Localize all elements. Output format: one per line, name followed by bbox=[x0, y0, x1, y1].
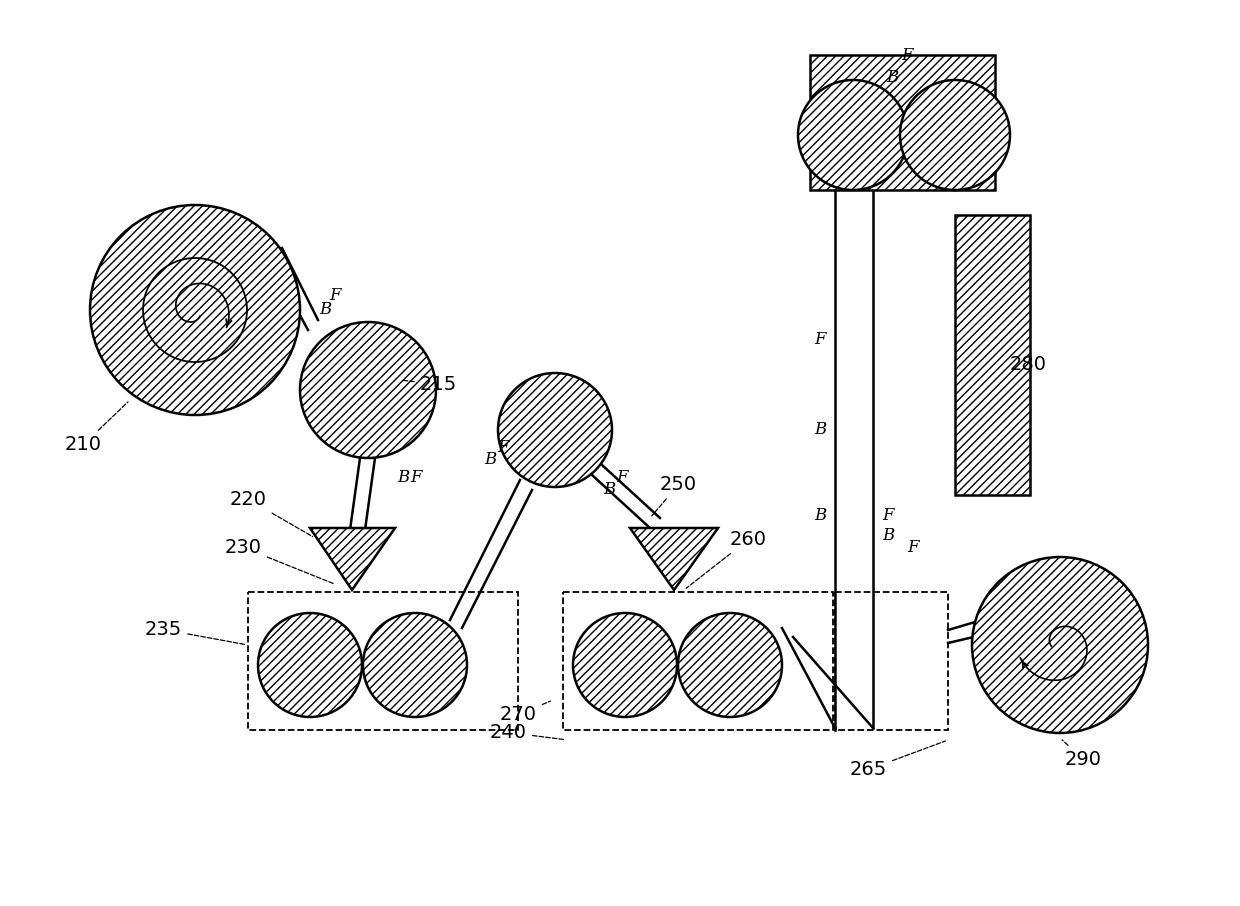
Text: 265: 265 bbox=[849, 741, 945, 779]
Circle shape bbox=[678, 613, 782, 717]
Text: B: B bbox=[603, 481, 615, 498]
Text: F: F bbox=[908, 539, 919, 556]
Polygon shape bbox=[310, 528, 396, 590]
Text: 230: 230 bbox=[224, 538, 335, 584]
Text: B: B bbox=[484, 451, 496, 468]
Text: 250: 250 bbox=[652, 475, 697, 516]
Circle shape bbox=[91, 205, 300, 415]
Text: B: B bbox=[885, 70, 898, 86]
Text: 270: 270 bbox=[500, 701, 551, 724]
Text: B: B bbox=[813, 506, 826, 524]
Text: F: F bbox=[497, 439, 508, 456]
Circle shape bbox=[972, 557, 1148, 733]
Text: 240: 240 bbox=[490, 723, 565, 742]
Bar bbox=[563, 592, 833, 730]
Text: 280: 280 bbox=[1011, 355, 1047, 374]
Bar bbox=[835, 592, 949, 730]
Bar bbox=[248, 592, 518, 730]
Bar bbox=[955, 215, 1030, 495]
Circle shape bbox=[363, 613, 467, 717]
Text: 235: 235 bbox=[145, 620, 246, 644]
Text: B: B bbox=[882, 526, 894, 544]
Circle shape bbox=[900, 80, 1011, 190]
Circle shape bbox=[258, 613, 362, 717]
Polygon shape bbox=[630, 528, 718, 590]
Circle shape bbox=[300, 322, 436, 458]
Text: F: F bbox=[410, 469, 422, 487]
Circle shape bbox=[573, 613, 677, 717]
Text: 220: 220 bbox=[229, 490, 312, 536]
Text: F: F bbox=[815, 332, 826, 349]
Text: B: B bbox=[397, 469, 409, 487]
Text: 290: 290 bbox=[1061, 740, 1102, 769]
Text: 210: 210 bbox=[64, 402, 128, 454]
Circle shape bbox=[799, 80, 908, 190]
Bar bbox=[810, 55, 994, 190]
Text: F: F bbox=[616, 469, 627, 487]
Circle shape bbox=[498, 373, 613, 487]
Text: F: F bbox=[901, 46, 913, 63]
Text: 260: 260 bbox=[686, 530, 768, 588]
Text: F: F bbox=[330, 286, 341, 304]
Text: F: F bbox=[882, 506, 894, 524]
Text: 215: 215 bbox=[403, 375, 458, 394]
Text: B: B bbox=[319, 302, 331, 319]
Text: B: B bbox=[813, 421, 826, 439]
